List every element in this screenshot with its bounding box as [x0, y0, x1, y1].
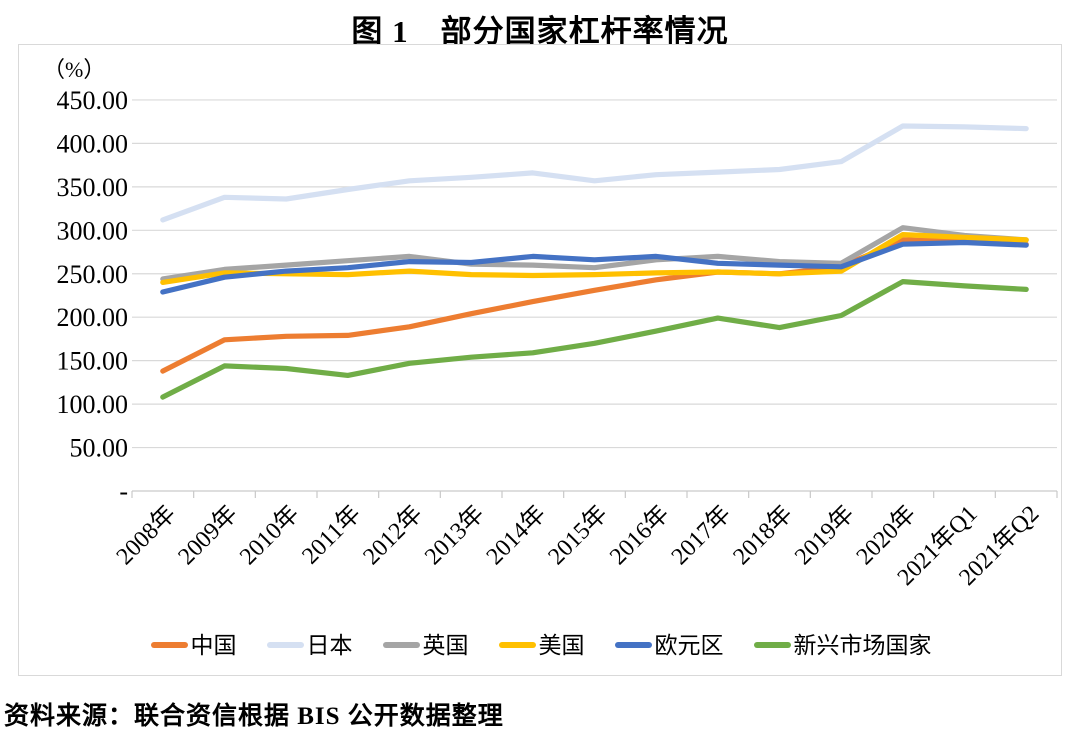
x-tick-label: 2012年 — [358, 500, 428, 570]
legend-swatch-uk — [382, 642, 420, 648]
legend-label-uk: 英国 — [422, 632, 469, 658]
legend-swatch-usa — [498, 642, 536, 648]
x-tick-label: 2016年 — [604, 500, 674, 570]
y-tick-label: 200.00 — [57, 303, 129, 332]
x-tick-label: 2009年 — [173, 500, 243, 570]
x-tick-label: 2014年 — [481, 500, 551, 570]
series-line-eurozone — [160, 239, 1029, 295]
y-tick-label: 150.00 — [57, 347, 129, 376]
y-tick-label: 250.00 — [57, 260, 129, 289]
legend-label-japan: 日本 — [306, 632, 353, 658]
x-tick-label: 2018年 — [728, 500, 798, 570]
y-tick-label: - — [119, 477, 128, 506]
x-tick-label: 2017年 — [666, 500, 736, 570]
legend-label-china: 中国 — [190, 632, 237, 658]
y-axis-unit-label: （%） — [43, 57, 105, 82]
x-tick-label: 2010年 — [234, 500, 304, 570]
line-chart: （%） 450.00 400.00 350.00 300.00 250.00 200.00 1… — [43, 57, 1058, 591]
y-tick-label: 50.00 — [70, 434, 129, 463]
legend-item-emerging-markets: 新兴市场国家 — [753, 632, 932, 658]
chart-title: 图 1 部分国家杠杆率情况 — [351, 14, 729, 49]
chart-legend: 中国 日本 英国 美国 欧元区 新兴市场国家 — [19, 623, 1063, 667]
legend-item-china: 中国 — [150, 632, 237, 658]
y-tick-label: 300.00 — [57, 216, 129, 245]
series-line-japan — [160, 123, 1029, 223]
legend-label-emerging-markets: 新兴市场国家 — [793, 632, 932, 658]
legend-swatch-eurozone — [614, 642, 652, 648]
series-line-usa — [160, 232, 1029, 285]
chart-frame: （%） 450.00 400.00 350.00 300.00 250.00 200.00 1… — [18, 44, 1062, 676]
y-tick-label: 400.00 — [57, 129, 129, 158]
x-tick-label: 2013年 — [419, 500, 489, 570]
x-tick-label: 2019年 — [789, 500, 859, 570]
series-line-emerging-markets — [160, 279, 1029, 400]
y-tick-label: 450.00 — [57, 86, 129, 115]
legend-item-eurozone: 欧元区 — [614, 632, 724, 658]
x-tick-label: 2011年 — [297, 500, 366, 569]
legend-label-usa: 美国 — [538, 632, 585, 658]
legend-item-japan: 日本 — [266, 632, 353, 658]
legend-item-usa: 美国 — [498, 632, 585, 658]
source-note: 资料来源：联合资信根据 BIS 公开数据整理 — [4, 703, 504, 730]
y-tick-label: 350.00 — [57, 173, 129, 202]
x-tick-label: 2008年 — [111, 500, 181, 570]
series-line-uk — [160, 225, 1029, 282]
legend-item-uk: 英国 — [382, 632, 469, 658]
legend-swatch-emerging-markets — [753, 642, 791, 648]
y-tick-label: 100.00 — [57, 390, 129, 419]
legend-swatch-china — [150, 642, 188, 648]
x-tick-label: 2015年 — [543, 500, 613, 570]
legend-label-eurozone: 欧元区 — [654, 632, 724, 658]
legend-swatch-japan — [266, 642, 304, 648]
